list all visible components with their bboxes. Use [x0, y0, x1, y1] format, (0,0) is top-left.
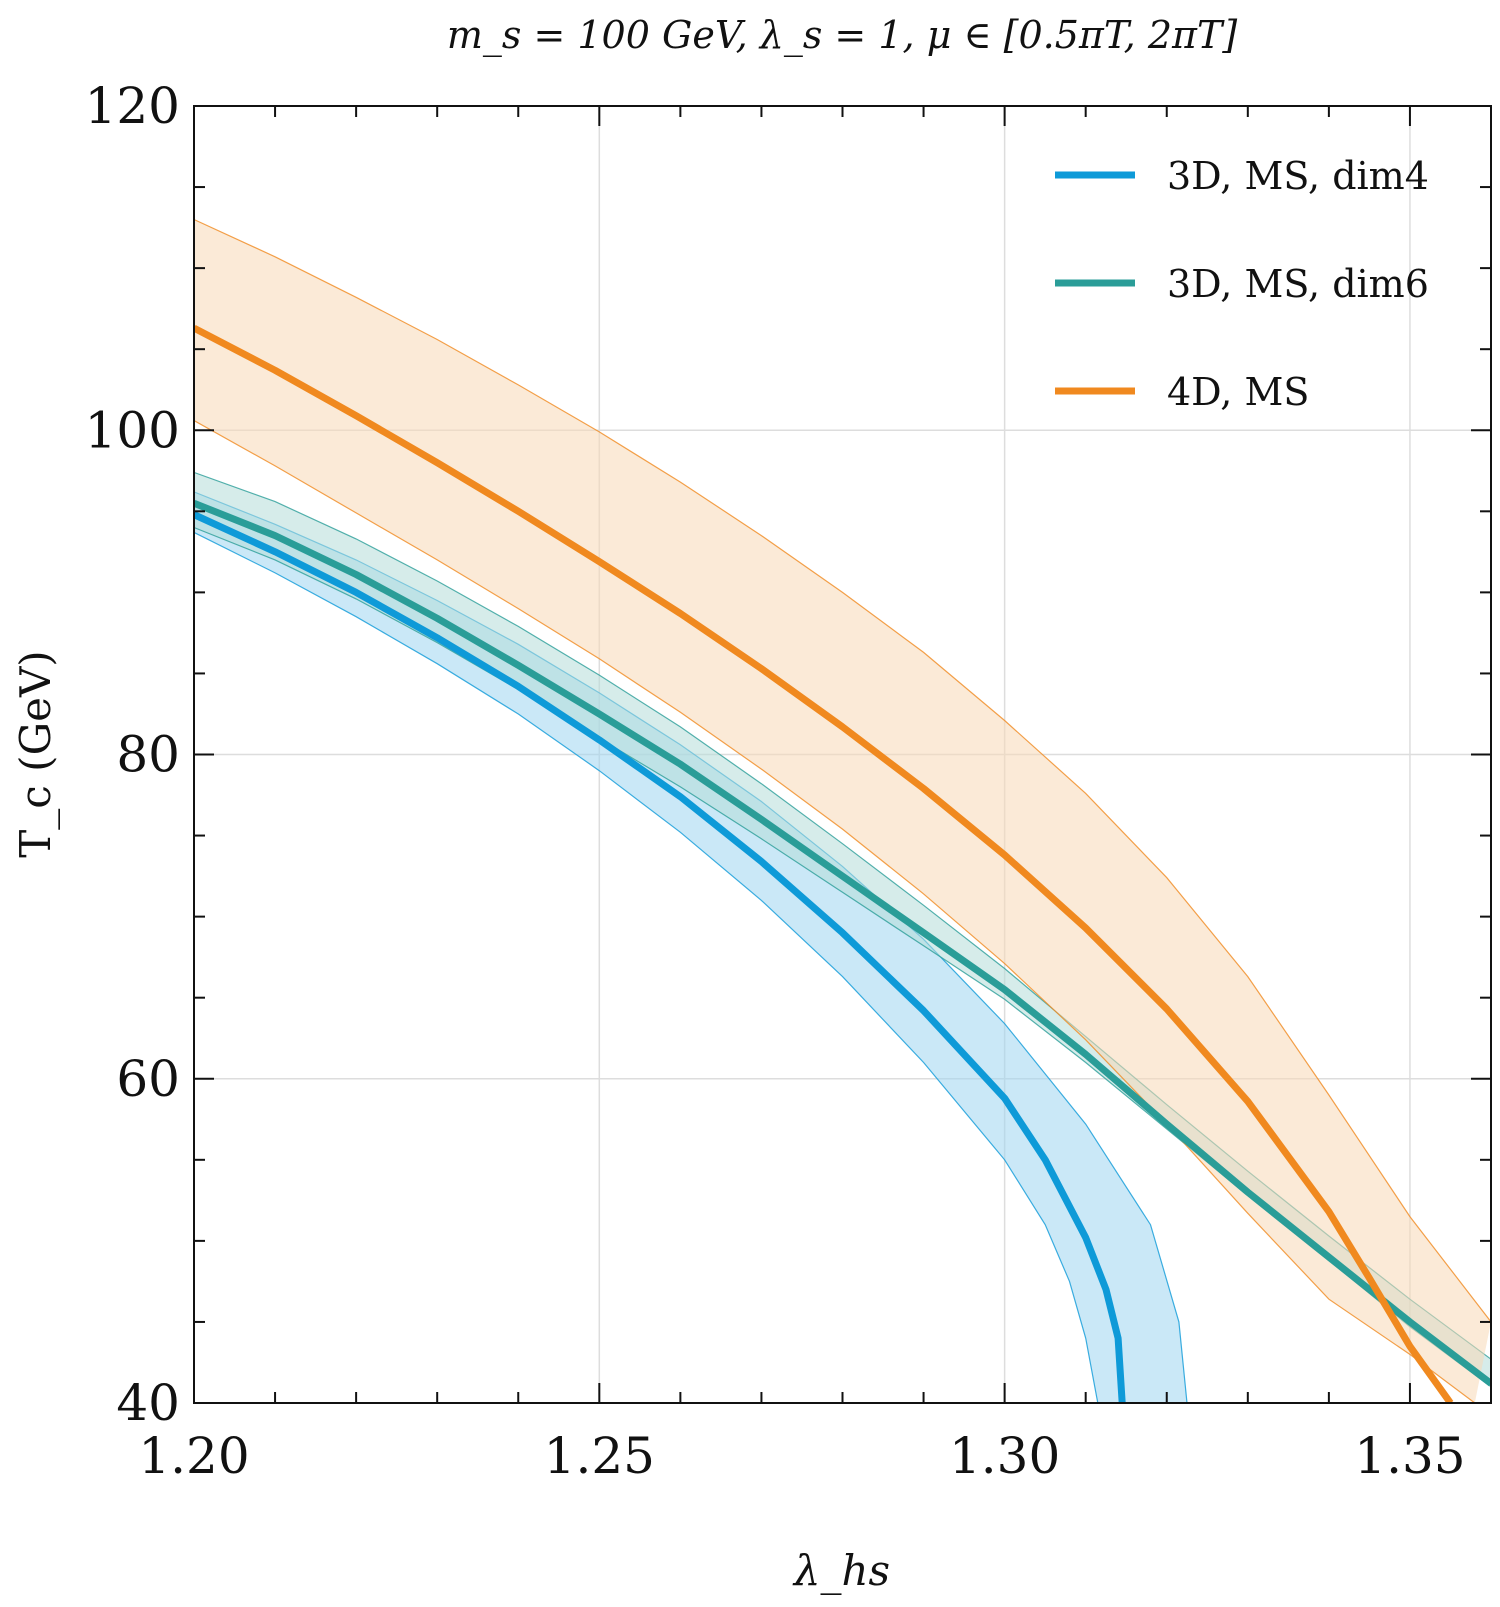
band-lower-edge-2	[194, 419, 1476, 1403]
x-tick-label: 1.25	[544, 1427, 655, 1485]
axis-ticks	[193, 105, 1492, 1404]
legend: 3D, MS, dim4 3D, MS, dim6 4D, MS	[1055, 154, 1429, 414]
y-tick-label: 40	[116, 1374, 180, 1432]
chart-title: m_s = 100 GeV, λ_s = 1, μ ∈ [0.5πT, 2πT]	[447, 13, 1237, 58]
y-tick-label: 120	[85, 77, 180, 135]
x-tick-label: 1.35	[1354, 1427, 1465, 1485]
x-tick-label: 1.20	[138, 1427, 249, 1485]
axis-tick-labels: 1.20 1.25 1.30 1.35 40 60 80 100 120	[85, 77, 1466, 1485]
series-line-0	[194, 511, 1126, 1403]
series-line-2	[194, 324, 1454, 1403]
series-lines	[194, 324, 1491, 1403]
band-series-0	[194, 491, 1187, 1403]
y-axis-label: T_c (GeV)	[11, 650, 60, 857]
x-axis-label: λ_hs	[792, 1546, 890, 1595]
band-lower-edge-0	[194, 531, 1099, 1403]
legend-label-1: 3D, MS, dim6	[1167, 262, 1429, 306]
legend-label-0: 3D, MS, dim4	[1167, 154, 1429, 198]
legend-label-2: 4D, MS	[1167, 370, 1309, 414]
band-upper-edge-2	[194, 218, 1491, 1323]
y-tick-label: 80	[116, 726, 180, 784]
band-series-1	[194, 472, 1491, 1387]
y-tick-label: 60	[116, 1050, 180, 1108]
series-line-1	[194, 499, 1491, 1387]
x-tick-label: 1.30	[949, 1427, 1060, 1485]
y-tick-label: 100	[85, 401, 180, 459]
